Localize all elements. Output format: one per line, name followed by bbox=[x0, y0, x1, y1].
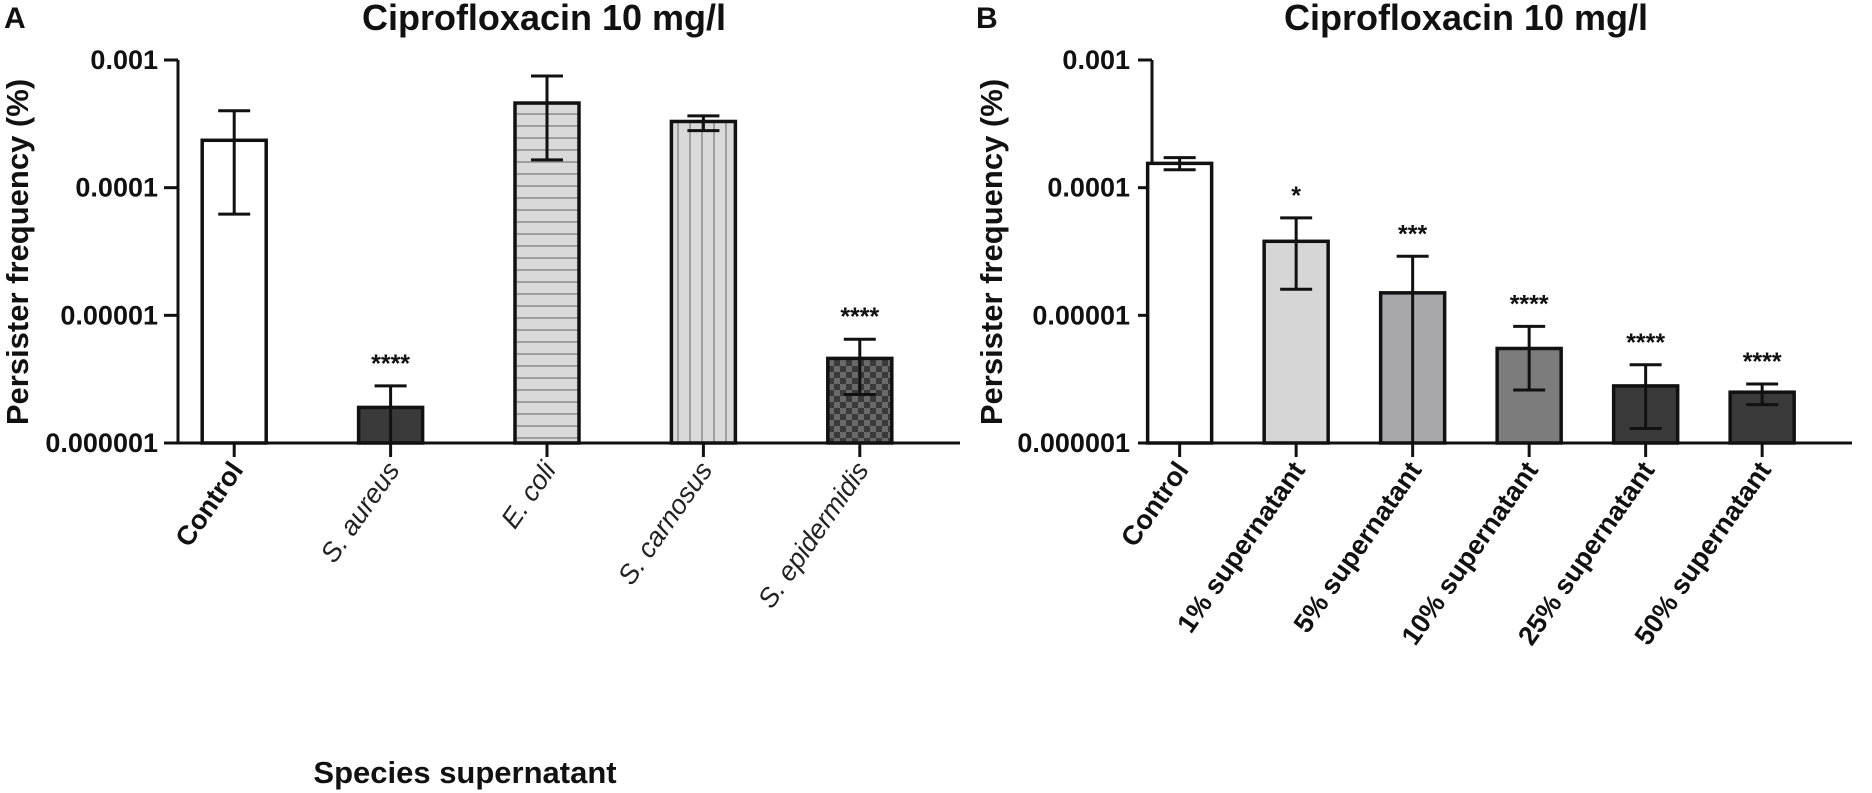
panel-a-letter: A bbox=[4, 2, 26, 35]
panel-a-x-axis-label: Species supernatant bbox=[313, 755, 616, 790]
y-tick-label: 0.001 bbox=[1062, 45, 1130, 75]
panel-b-title: Ciprofloxacin 10 mg/l bbox=[1284, 0, 1648, 38]
significance-label: **** bbox=[371, 350, 410, 378]
category-label: E. coli bbox=[495, 455, 562, 533]
bar bbox=[1145, 161, 1214, 445]
significance-label: **** bbox=[1626, 329, 1665, 357]
bar bbox=[513, 101, 581, 445]
panel-b: B Ciprofloxacin 10 mg/l Persister freque… bbox=[974, 0, 1852, 650]
category-label: Control bbox=[169, 456, 249, 552]
significance-label: **** bbox=[840, 303, 879, 331]
panel-b-letter: B bbox=[976, 2, 998, 35]
category-label: S. aureus bbox=[315, 456, 406, 568]
significance-label: * bbox=[1291, 182, 1301, 210]
y-tick-label: 0.00001 bbox=[1032, 300, 1130, 330]
panel-a: A Ciprofloxacin 10 mg/l Persister freque… bbox=[0, 0, 960, 790]
bar bbox=[1728, 390, 1796, 445]
panel-b-plot-area: 0.000001 0.00001 0.0001 0.001 Control * 1% sup… bbox=[1017, 45, 1852, 650]
category-label: S. carnosus bbox=[612, 456, 718, 590]
significance-label: **** bbox=[1743, 348, 1782, 376]
category-label: 1% supernatant bbox=[1171, 456, 1311, 638]
category-label: Control bbox=[1115, 456, 1195, 552]
y-tick-label: 0.000001 bbox=[45, 428, 158, 458]
panel-a-y-axis-label: Persister frequency (%) bbox=[0, 79, 35, 425]
significance-label: *** bbox=[1398, 220, 1427, 248]
category-label: 5% supernatant bbox=[1288, 456, 1428, 638]
y-tick-label: 0.00001 bbox=[60, 300, 158, 330]
panel-a-title: Ciprofloxacin 10 mg/l bbox=[362, 0, 726, 38]
bar bbox=[669, 119, 738, 445]
panel-b-y-axis-label: Persister frequency (%) bbox=[974, 79, 1009, 425]
category-label: S. epidermidis bbox=[752, 456, 875, 613]
y-tick-label: 0.0001 bbox=[1047, 173, 1130, 203]
panel-a-plot-area: 0.000001 0.00001 0.0001 0.001 Control **** S. … bbox=[45, 45, 960, 614]
y-tick-label: 0.0001 bbox=[75, 173, 158, 203]
significance-label: **** bbox=[1510, 290, 1549, 318]
y-tick-label: 0.001 bbox=[90, 45, 158, 75]
y-tick-label: 0.000001 bbox=[1017, 428, 1130, 458]
